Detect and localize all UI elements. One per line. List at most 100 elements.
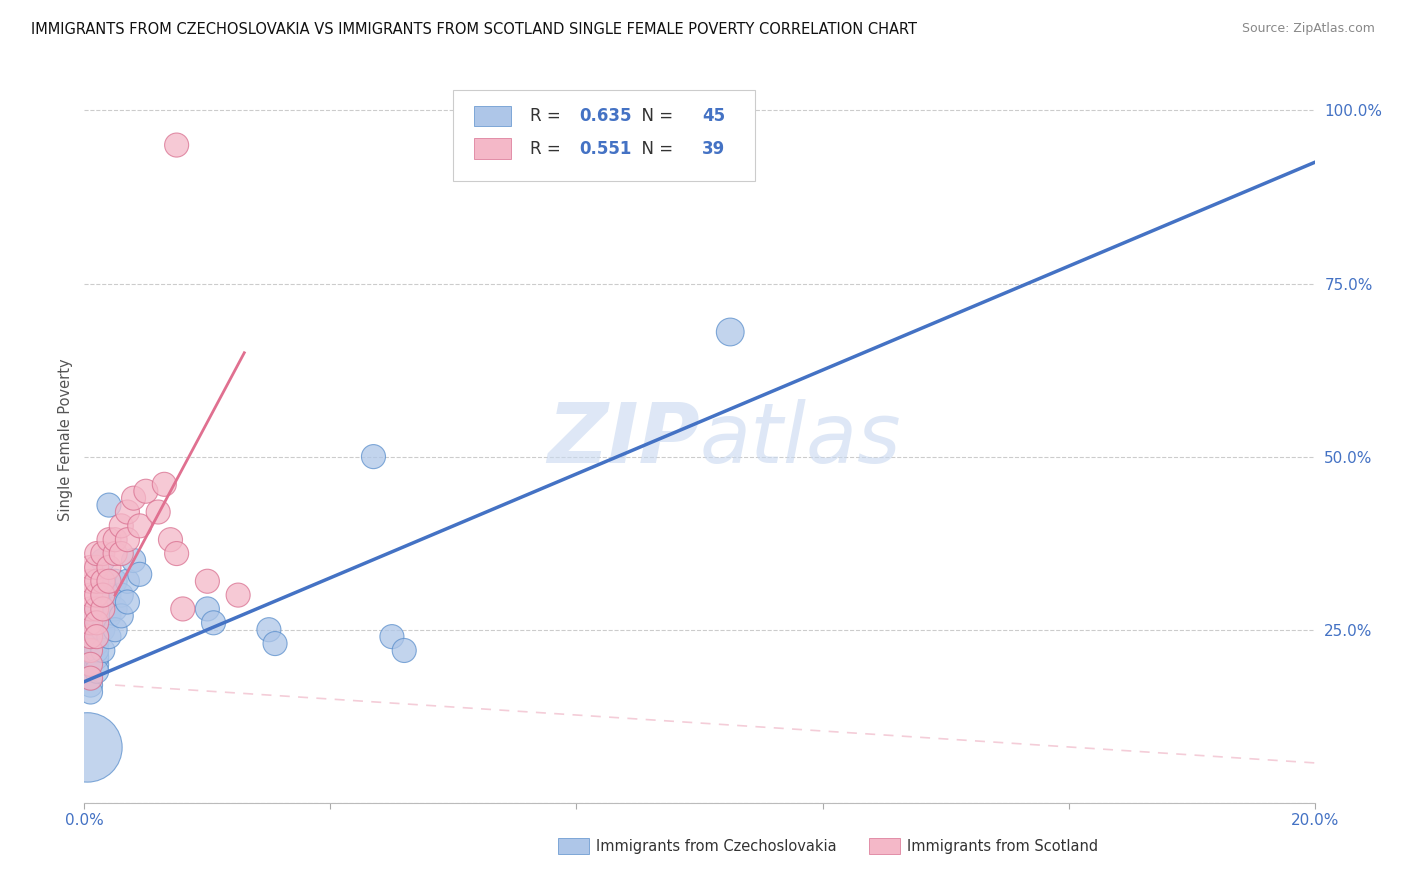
Text: 0.635: 0.635 [579, 107, 631, 125]
Point [86, 608, 108, 623]
Point [86, 615, 108, 630]
Text: atlas: atlas [700, 399, 901, 480]
Point [104, 623, 127, 637]
Point [110, 519, 132, 533]
FancyBboxPatch shape [474, 138, 512, 159]
Point [86, 588, 108, 602]
Point [91, 643, 114, 657]
Point [79, 650, 101, 665]
Text: N =: N = [631, 139, 678, 158]
Point [79, 657, 101, 672]
Point [79, 630, 101, 644]
Point [79, 678, 101, 692]
Point [91, 547, 114, 561]
Point [79, 657, 101, 672]
Text: Immigrants from Czechoslovakia: Immigrants from Czechoslovakia [596, 838, 837, 854]
FancyBboxPatch shape [474, 105, 512, 126]
Point [79, 574, 101, 589]
Text: IMMIGRANTS FROM CZECHOSLOVAKIA VS IMMIGRANTS FROM SCOTLAND SINGLE FEMALE POVERTY: IMMIGRANTS FROM CZECHOSLOVAKIA VS IMMIGR… [31, 22, 917, 37]
Point [226, 588, 249, 602]
Point [128, 519, 150, 533]
Y-axis label: Single Female Poverty: Single Female Poverty [58, 358, 73, 521]
Point [86, 650, 108, 665]
Point [79, 630, 101, 644]
Point [153, 477, 176, 491]
Point [91, 623, 114, 637]
Point [122, 553, 145, 567]
Point [202, 615, 225, 630]
Point [79, 560, 101, 574]
Point [394, 643, 416, 657]
Point [117, 574, 139, 589]
Point [122, 491, 145, 505]
Point [166, 138, 188, 153]
Point [91, 553, 114, 567]
Point [79, 671, 101, 685]
Point [98, 608, 120, 623]
Point [159, 533, 181, 547]
Point [98, 560, 120, 574]
Point [135, 484, 157, 499]
Point [79, 623, 101, 637]
Point [98, 498, 120, 512]
FancyBboxPatch shape [869, 838, 900, 855]
Point [86, 657, 108, 672]
Point [79, 615, 101, 630]
Point [98, 630, 120, 644]
Point [104, 533, 127, 547]
Point [86, 560, 108, 574]
Point [86, 636, 108, 650]
Point [117, 533, 139, 547]
Point [110, 588, 132, 602]
Point [104, 547, 127, 561]
Point [91, 574, 114, 589]
Point [363, 450, 385, 464]
Point [98, 588, 120, 602]
Point [86, 623, 108, 637]
Point [257, 623, 280, 637]
Point [79, 602, 101, 616]
FancyBboxPatch shape [454, 90, 755, 181]
Point [91, 602, 114, 616]
Point [86, 602, 108, 616]
Point [98, 533, 120, 547]
Point [110, 608, 132, 623]
Point [79, 643, 101, 657]
Point [104, 602, 127, 616]
Point [110, 547, 132, 561]
Point [91, 588, 114, 602]
Text: 45: 45 [702, 107, 725, 125]
Point [381, 630, 404, 644]
Text: Immigrants from Scotland: Immigrants from Scotland [907, 838, 1098, 854]
Point [86, 643, 108, 657]
Text: R =: R = [530, 107, 565, 125]
Point [79, 588, 101, 602]
Point [91, 602, 114, 616]
Point [166, 547, 188, 561]
Point [91, 588, 114, 602]
Point [86, 547, 108, 561]
Point [79, 643, 101, 657]
Point [117, 595, 139, 609]
Point [86, 665, 108, 679]
Point [79, 636, 101, 650]
Point [86, 602, 108, 616]
Point [197, 574, 219, 589]
Point [104, 574, 127, 589]
Point [718, 325, 741, 339]
Text: N =: N = [631, 107, 678, 125]
Text: R =: R = [530, 139, 565, 158]
Point [128, 567, 150, 582]
Point [76, 740, 98, 755]
Text: 0.551: 0.551 [579, 139, 631, 158]
Point [197, 602, 219, 616]
FancyBboxPatch shape [558, 838, 589, 855]
Point [148, 505, 170, 519]
Point [86, 630, 108, 644]
Point [79, 671, 101, 685]
Point [79, 685, 101, 699]
Point [172, 602, 194, 616]
Point [264, 636, 287, 650]
Text: 39: 39 [702, 139, 725, 158]
Point [117, 505, 139, 519]
